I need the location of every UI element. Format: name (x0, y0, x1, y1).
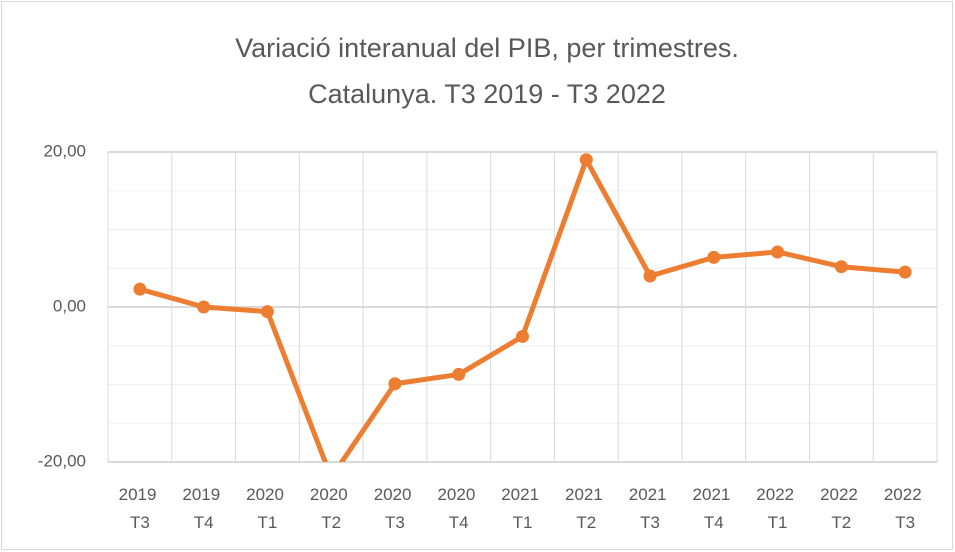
x-tick-label: 2022 T3 (884, 485, 927, 532)
x-tick-label: 2022 T1 (756, 485, 799, 532)
point (898, 265, 912, 279)
point (579, 153, 593, 167)
point (260, 305, 274, 319)
x-tick-label: 2020 T4 (437, 485, 480, 532)
x-tick-label: 2020 T2 (310, 485, 353, 532)
x-tick-label: 2021 T1 (501, 485, 544, 532)
point (197, 300, 211, 314)
x-tick-label: 2019 T3 (119, 485, 162, 532)
point (771, 245, 785, 259)
x-tick-label: 2020 T1 (246, 485, 289, 532)
chart-subtitle: Catalunya. T3 2019 - T3 2022 (308, 79, 666, 109)
y-tick-label: -20,00 (38, 451, 86, 470)
chart-title: Variació interanual del PIB, per trimest… (235, 33, 739, 63)
point (834, 260, 848, 274)
point (388, 377, 402, 391)
x-tick-label: 2021 T4 (693, 485, 736, 532)
x-tick-label: 2019 T4 (182, 485, 225, 532)
point (133, 282, 147, 296)
y-tick-label: 20,00 (43, 141, 86, 160)
point (452, 367, 466, 381)
x-tick-label: 2021 T3 (629, 485, 672, 532)
point (707, 250, 721, 264)
point (643, 269, 657, 283)
y-tick-label: 0,00 (53, 296, 86, 315)
point (516, 329, 529, 343)
x-tick-label: 2020 T3 (374, 485, 417, 532)
x-tick-label: 2022 T2 (820, 485, 863, 532)
x-tick-label: 2021 T2 (565, 485, 608, 532)
